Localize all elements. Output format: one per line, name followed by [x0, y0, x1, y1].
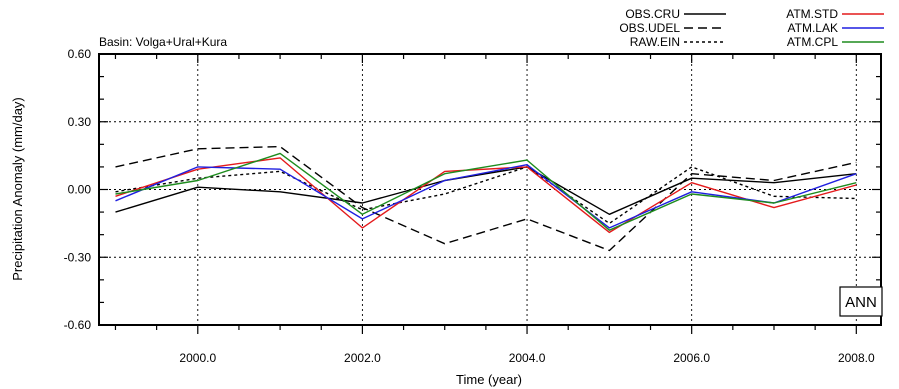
y-tick-label: 0.00	[68, 183, 92, 197]
series-line-raw-ein	[115, 166, 857, 225]
tick-marks	[99, 53, 881, 334]
legend-label-raw-ein: RAW.EIN	[630, 35, 680, 49]
x-tick-label: 2008.0	[838, 351, 875, 365]
series-line-atm-std	[115, 157, 857, 234]
panel-label-box: ANN	[839, 286, 883, 317]
panel-label-frame	[839, 286, 883, 317]
tick-labels: -0.60 -0.30 0.00 0.30 0.60 2000.0 2002.0 2004.0…	[64, 47, 875, 365]
panel-label: ANN	[845, 294, 877, 311]
legend-label-atm-lak: ATM.LAK	[788, 21, 838, 35]
y-tick-label: 0.30	[68, 115, 92, 129]
x-tick-label: 2000.0	[179, 351, 216, 365]
x-tick-label: 2006.0	[673, 351, 710, 365]
basin-subtitle: Basin: Volga+Ural+Kura	[99, 35, 227, 49]
x-axis-title: Time (year)	[456, 372, 522, 387]
series-lines	[115, 145, 857, 252]
x-tick-label: 2002.0	[344, 351, 381, 365]
legend-label-atm-std: ATM.STD	[786, 7, 838, 21]
series-line-obs-cru	[115, 166, 857, 216]
series-line-obs-udel	[115, 145, 857, 252]
legend-label-atm-cpl: ATM.CPL	[787, 35, 838, 49]
x-tick-label: 2004.0	[509, 351, 546, 365]
y-tick-label: -0.60	[64, 318, 92, 332]
series-line-atm-lak	[115, 163, 857, 229]
grid-lines	[99, 54, 881, 325]
series-line-atm-cpl	[115, 152, 857, 231]
y-tick-label: -0.30	[64, 250, 92, 264]
legend-label-obs-udel: OBS.UDEL	[619, 21, 680, 35]
y-tick-label: 0.60	[68, 47, 92, 61]
y-axis-title: Precipitation Anomaly (mm/day)	[10, 97, 25, 281]
legend-label-obs-cru: OBS.CRU	[625, 7, 680, 21]
